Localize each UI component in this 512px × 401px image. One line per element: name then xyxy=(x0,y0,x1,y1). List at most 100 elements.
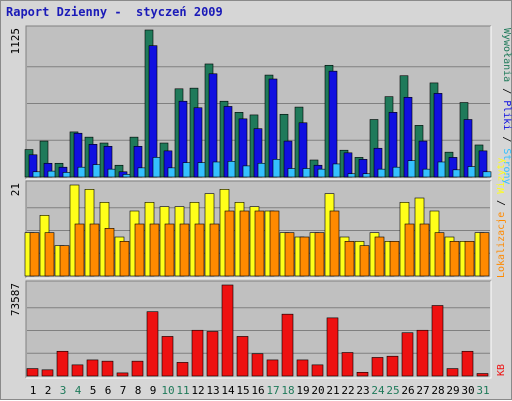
bar-sites xyxy=(359,245,370,277)
legend-separator: / xyxy=(501,82,512,100)
bar-kb xyxy=(311,364,324,377)
bar-kb xyxy=(356,371,369,377)
bar-files xyxy=(343,152,353,178)
bar-sites xyxy=(389,241,400,277)
bar-sites xyxy=(269,210,280,277)
bar-kb xyxy=(236,336,249,377)
bar-kb xyxy=(401,332,414,377)
bar-kb xyxy=(386,355,399,377)
bar-kb xyxy=(86,359,99,377)
day-label: 2 xyxy=(45,384,52,397)
day-label: 21 xyxy=(326,384,339,397)
day-label: 16 xyxy=(251,384,264,397)
day-label: 13 xyxy=(206,384,219,397)
legend-kb: KB xyxy=(496,364,507,376)
day-label: 10 xyxy=(161,384,174,397)
bar-sites xyxy=(29,232,40,277)
ymax-label-hits: 1125 xyxy=(9,28,22,55)
day-label: 17 xyxy=(266,384,279,397)
bar-kb xyxy=(161,336,174,377)
legend-item: Strony xyxy=(501,148,512,184)
day-label: 28 xyxy=(431,384,444,397)
day-label: 7 xyxy=(120,384,127,397)
bar-kb xyxy=(71,364,84,377)
bar-kb xyxy=(146,311,159,377)
bar-kb xyxy=(416,329,429,377)
day-label: 1 xyxy=(30,384,37,397)
bar-kb xyxy=(191,329,204,377)
day-label: 18 xyxy=(281,384,294,397)
day-label: 25 xyxy=(386,384,399,397)
bar-kb xyxy=(266,359,279,377)
day-label: 27 xyxy=(416,384,429,397)
bar-sites xyxy=(224,210,235,277)
bar-kb xyxy=(446,368,459,377)
bar-pages xyxy=(482,171,492,178)
bar-kb xyxy=(101,360,114,377)
bar-sites xyxy=(74,223,85,277)
legend-item: Wizyty xyxy=(496,158,507,194)
bar-sites xyxy=(134,223,145,277)
bar-sites xyxy=(464,241,475,277)
bar-kb xyxy=(296,359,309,377)
bar-kb xyxy=(56,350,69,377)
bar-sites xyxy=(209,223,220,277)
legend-separator: / xyxy=(501,130,512,148)
bar-sites xyxy=(149,223,160,277)
bar-kb xyxy=(116,372,129,377)
day-label: 3 xyxy=(60,384,67,397)
bar-sites xyxy=(179,223,190,277)
bar-kb xyxy=(41,369,54,377)
day-label: 22 xyxy=(341,384,354,397)
day-label: 26 xyxy=(401,384,414,397)
bar-sites xyxy=(404,223,415,277)
day-label: 19 xyxy=(296,384,309,397)
bar-kb xyxy=(206,331,219,377)
bar-kb xyxy=(371,357,384,377)
page-title: Raport Dzienny - styczeń 2009 xyxy=(6,5,223,19)
day-label: 12 xyxy=(191,384,204,397)
legend-hits-files-pages: Wywołania / Pliki / Strony xyxy=(501,28,512,185)
ymax-label-visits: 21 xyxy=(9,183,22,196)
bar-kb xyxy=(221,284,234,377)
day-label: 14 xyxy=(221,384,235,397)
bar-sites xyxy=(194,223,205,277)
bar-sites xyxy=(44,232,55,277)
day-label: 30 xyxy=(461,384,474,397)
legend-item: Pliki xyxy=(501,100,512,130)
bar-sites xyxy=(284,232,295,277)
bar-kb xyxy=(341,352,354,377)
legend-item: Wywołania xyxy=(501,28,512,82)
bar-sites xyxy=(119,241,130,277)
bar-kb xyxy=(431,305,444,377)
bar-sites xyxy=(434,232,445,277)
legend-sites-visits: Lokalizacje / Wizyty xyxy=(496,158,507,278)
bar-kb xyxy=(326,317,339,377)
bar-kb xyxy=(131,360,144,377)
day-label: 9 xyxy=(150,384,157,397)
day-label: 20 xyxy=(311,384,324,397)
day-label: 29 xyxy=(446,384,459,397)
bar-sites xyxy=(59,245,70,277)
bar-kb xyxy=(281,313,294,377)
bar-sites xyxy=(449,241,460,277)
bar-sites xyxy=(329,210,340,277)
day-label: 8 xyxy=(135,384,142,397)
bar-files xyxy=(328,70,338,178)
bar-sites xyxy=(254,210,265,277)
bar-kb xyxy=(26,368,39,377)
day-label: 24 xyxy=(371,384,385,397)
day-label: 15 xyxy=(236,384,249,397)
day-label: 4 xyxy=(75,384,82,397)
day-label: 6 xyxy=(105,384,112,397)
bar-sites xyxy=(164,223,175,277)
bar-sites xyxy=(314,232,325,277)
legend-separator: / xyxy=(496,194,507,212)
day-label: 31 xyxy=(476,384,489,397)
bar-files xyxy=(208,73,218,178)
bar-kb xyxy=(476,373,489,377)
bar-kb xyxy=(461,350,474,377)
bar-sites xyxy=(104,228,115,277)
